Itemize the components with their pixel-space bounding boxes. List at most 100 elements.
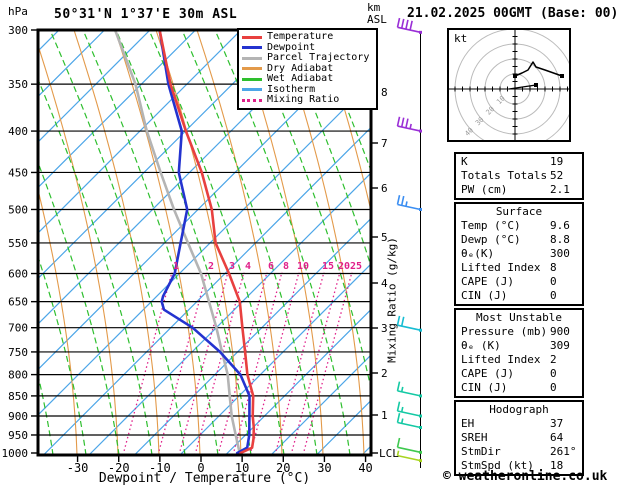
mixing-ratio-value: 3 bbox=[229, 261, 235, 272]
stats-row: θₑ(K) 300 bbox=[456, 247, 582, 261]
sounding-curves bbox=[114, 31, 256, 454]
km-tick-label: 5 bbox=[381, 231, 388, 244]
mixing-ratio-value: 8 bbox=[283, 261, 289, 272]
mixing-ratio-value: 2 bbox=[208, 261, 214, 272]
stats-value: 8 bbox=[550, 261, 557, 274]
stats-row: K 19 bbox=[456, 155, 582, 169]
legend-swatch-icon bbox=[242, 77, 262, 81]
stats-row: Totals Totals 52 bbox=[456, 169, 582, 183]
temperature-tick-label: 20 bbox=[276, 461, 290, 475]
mixing-ratio-line bbox=[290, 271, 341, 454]
stats-value: 8.8 bbox=[550, 233, 570, 246]
stats-box-title: Surface bbox=[495, 205, 543, 218]
temperature-tick-label: 10 bbox=[235, 461, 249, 475]
isotherm-line bbox=[271, 355, 370, 454]
stats-label: PW (cm) bbox=[461, 183, 508, 196]
legend-item: Dry Adiabat bbox=[242, 62, 373, 75]
stats-row: SREH 64 bbox=[456, 431, 582, 445]
altitude-axis-unit: km ASL bbox=[367, 2, 387, 26]
mixing-ratio-axis-label: Mixing Ratio (g/kg) bbox=[385, 237, 399, 363]
stats-value: 0 bbox=[550, 367, 557, 380]
legend-item-label: Parcel Trajectory bbox=[267, 52, 370, 64]
stats-label: Lifted Index bbox=[461, 353, 541, 366]
stats-box-title: Hodograph bbox=[489, 403, 549, 416]
mixing-ratio-value: 4 bbox=[245, 261, 251, 272]
stats-box-surface: Surface Temp (°C) 9.6 Dewp (°C) 8.8 θₑ(K) 300 L… bbox=[454, 202, 584, 306]
legend-swatch-icon bbox=[242, 88, 262, 92]
stats-label: K bbox=[461, 155, 468, 168]
temperature-tick-label: -30 bbox=[67, 461, 89, 475]
stats-row: Lifted Index 8 bbox=[456, 261, 582, 275]
hodograph-marker bbox=[560, 74, 564, 78]
stats-row: EH 37 bbox=[456, 417, 582, 431]
dry-adiabat-line bbox=[114, 31, 201, 454]
mixing-ratio-line bbox=[178, 271, 229, 454]
stats-box-title: Most Unstable bbox=[475, 311, 563, 324]
hodograph-marker bbox=[513, 74, 517, 78]
wet-adiabat-line bbox=[49, 31, 186, 454]
km-tick-label: 8 bbox=[381, 86, 388, 99]
legend-item-label: Dry Adiabat bbox=[267, 62, 334, 74]
legend-item: Mixing Ratio bbox=[242, 95, 373, 106]
stats-value: 18 bbox=[550, 459, 564, 472]
stats-row: PW (cm) 2.1 bbox=[456, 183, 582, 197]
wet-adiabat-line bbox=[413, 30, 445, 455]
stats-label: Pressure (mb) bbox=[461, 325, 548, 338]
legend-item-label: Wet Adiabat bbox=[267, 73, 334, 85]
km-tick-label: 1 bbox=[381, 409, 388, 422]
isotherm-line bbox=[408, 30, 446, 455]
stats-label: CIN (J) bbox=[461, 381, 508, 394]
km-tick-label: 6 bbox=[381, 182, 388, 195]
legend-swatch-icon bbox=[242, 98, 262, 102]
wet-adiabat-line bbox=[181, 31, 318, 454]
pressure-tick-label: 650 bbox=[8, 296, 28, 309]
stats-label: SREH bbox=[461, 431, 488, 444]
stats-value: 2 bbox=[550, 353, 557, 366]
run-datetime: 21.02.2025 00GMT (Base: 00) bbox=[407, 6, 619, 21]
legend-item: Wet Adiabat bbox=[242, 74, 373, 85]
stats-row: Pressure (mb) 900 bbox=[456, 325, 582, 339]
km-tick-label: 3 bbox=[381, 322, 388, 335]
stats-row: CAPE (J) 0 bbox=[456, 367, 582, 381]
hodograph-trace bbox=[514, 61, 563, 77]
copyright-footer: © weatheronline.co.uk bbox=[443, 469, 608, 484]
stats-row: Temp (°C) 9.6 bbox=[456, 219, 582, 233]
mixing-ratio-value: 1 bbox=[173, 261, 179, 272]
hodograph-ring-label: 30 bbox=[474, 116, 486, 128]
pressure-tick-label: 450 bbox=[8, 166, 28, 179]
stats-value: 0 bbox=[550, 381, 557, 394]
temperature-curve bbox=[158, 31, 256, 454]
temperature-tick-label: 40 bbox=[358, 461, 372, 475]
stats-value: 0 bbox=[550, 289, 557, 302]
stats-value: 0 bbox=[550, 275, 557, 288]
wind-barb-icon bbox=[396, 437, 422, 454]
dry-adiabat-line bbox=[155, 31, 242, 454]
hodograph-ring-label: 20 bbox=[485, 105, 497, 117]
dry-adiabat-line bbox=[443, 30, 445, 455]
stats-label: Lifted Index bbox=[461, 261, 541, 274]
legend-item-label: Dewpoint bbox=[267, 41, 316, 53]
stats-label: θₑ(K) bbox=[461, 247, 495, 260]
indices-tables: K 19 Totals Totals 52 PW (cm) 2.1 Surface Temp … bbox=[454, 152, 584, 478]
isotherm-line bbox=[225, 309, 370, 454]
pressure-tick-label: 1000 bbox=[2, 447, 29, 460]
stats-label: Temp (°C) bbox=[461, 219, 521, 232]
legend: Temperature Dewpoint Parcel Trajectory Dry … bbox=[237, 28, 378, 110]
mixing-ratio-value: 6 bbox=[268, 261, 274, 272]
stats-row: CIN (J) 0 bbox=[456, 381, 582, 395]
pressure-tick-label: 950 bbox=[8, 429, 28, 442]
legend-item-label: Temperature bbox=[267, 31, 334, 43]
stats-label: EH bbox=[461, 417, 475, 430]
stats-label: StmSpd (kt) bbox=[461, 459, 534, 472]
legend-item-label: Isotherm bbox=[267, 83, 316, 95]
km-tick-label: 2 bbox=[381, 367, 388, 380]
temperature-tick-label: -10 bbox=[149, 461, 171, 475]
storm-motion-vector bbox=[508, 84, 537, 90]
wind-barb-icon bbox=[396, 116, 422, 133]
isotherm-line bbox=[39, 31, 150, 142]
parcel-trajectory-curve bbox=[114, 31, 241, 454]
skewt-plot: 1 2 3 4 6 8 10 15 20 2530035040045050055060065070… bbox=[2, 17, 446, 475]
stats-label: CAPE (J) bbox=[461, 367, 514, 380]
